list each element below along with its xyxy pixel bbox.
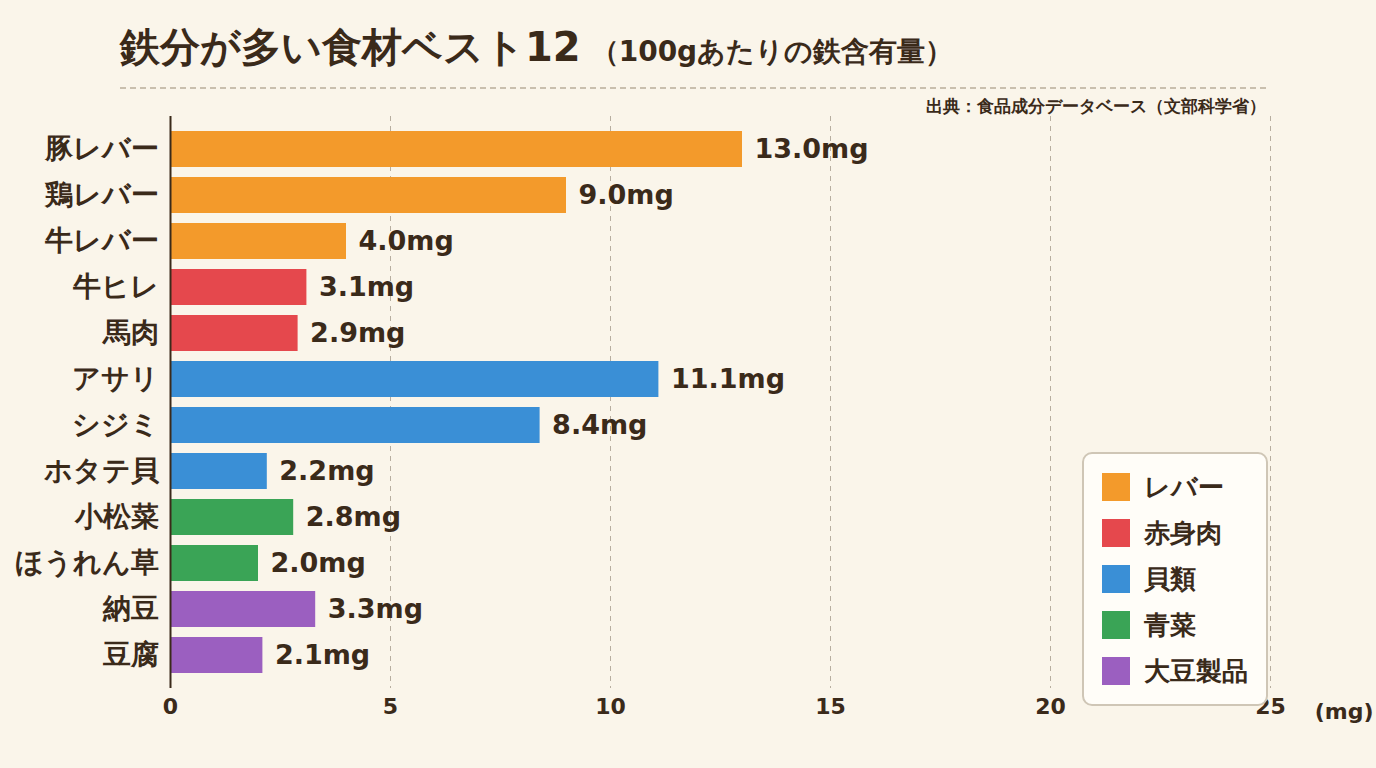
svg-text:4.0mg: 4.0mg xyxy=(359,225,454,256)
svg-text:3.3mg: 3.3mg xyxy=(328,593,423,624)
svg-text:牛レバー: 牛レバー xyxy=(44,224,159,257)
html-text:貝類: 貝類 xyxy=(1144,564,1196,594)
svg-text:2.1mg: 2.1mg xyxy=(275,639,370,670)
svg-text:8.4mg: 8.4mg xyxy=(552,409,647,440)
svg-text:馬肉: 馬肉 xyxy=(102,316,159,349)
svg-text:2.8mg: 2.8mg xyxy=(306,501,401,532)
svg-text:アサリ: アサリ xyxy=(72,362,159,395)
svg-text:ホタテ貝: ホタテ貝 xyxy=(44,454,160,487)
svg-text:小松菜: 小松菜 xyxy=(74,500,159,533)
html-text:出典：食品成分データベース（文部科学省）: 出典：食品成分データベース（文部科学省） xyxy=(926,96,1266,116)
svg-text:10: 10 xyxy=(595,694,626,719)
svg-text:納豆: 納豆 xyxy=(102,592,159,625)
html-text:大豆製品: 大豆製品 xyxy=(1144,656,1248,686)
svg-text:3.1mg: 3.1mg xyxy=(319,271,414,302)
svg-text:5: 5 xyxy=(383,694,398,719)
svg-text:13.0mg: 13.0mg xyxy=(755,133,869,164)
svg-text:ほうれん草: ほうれん草 xyxy=(15,546,159,579)
html-text:鉄分が多い食材ベスト12 （100gあたりの鉄含有量）: 鉄分が多い食材ベスト12 （100gあたりの鉄含有量） xyxy=(120,24,954,70)
svg-text:牛ヒレ: 牛ヒレ xyxy=(72,270,159,303)
svg-text:25: 25 xyxy=(1255,694,1286,720)
svg-text:鶏レバー: 鶏レバー xyxy=(44,178,159,211)
svg-text:0: 0 xyxy=(163,694,178,719)
svg-text:2.0mg: 2.0mg xyxy=(271,547,366,578)
svg-text:9.0mg: 9.0mg xyxy=(579,179,674,210)
svg-text:20: 20 xyxy=(1035,694,1066,719)
html-text:青菜: 青菜 xyxy=(1144,610,1196,640)
svg-text:(mg): (mg) xyxy=(1315,699,1374,724)
svg-text:2.2mg: 2.2mg xyxy=(279,455,374,486)
html-text:赤身肉: 赤身肉 xyxy=(1144,518,1222,548)
svg-text:豚レバー: 豚レバー xyxy=(44,132,159,165)
html-text:レバー: レバー xyxy=(1144,472,1224,502)
svg-text:豆腐: 豆腐 xyxy=(102,638,159,671)
svg-text:シジミ: シジミ xyxy=(72,408,159,441)
svg-text:15: 15 xyxy=(815,694,846,719)
svg-text:2.9mg: 2.9mg xyxy=(310,317,405,348)
svg-text:11.1mg: 11.1mg xyxy=(671,363,785,394)
